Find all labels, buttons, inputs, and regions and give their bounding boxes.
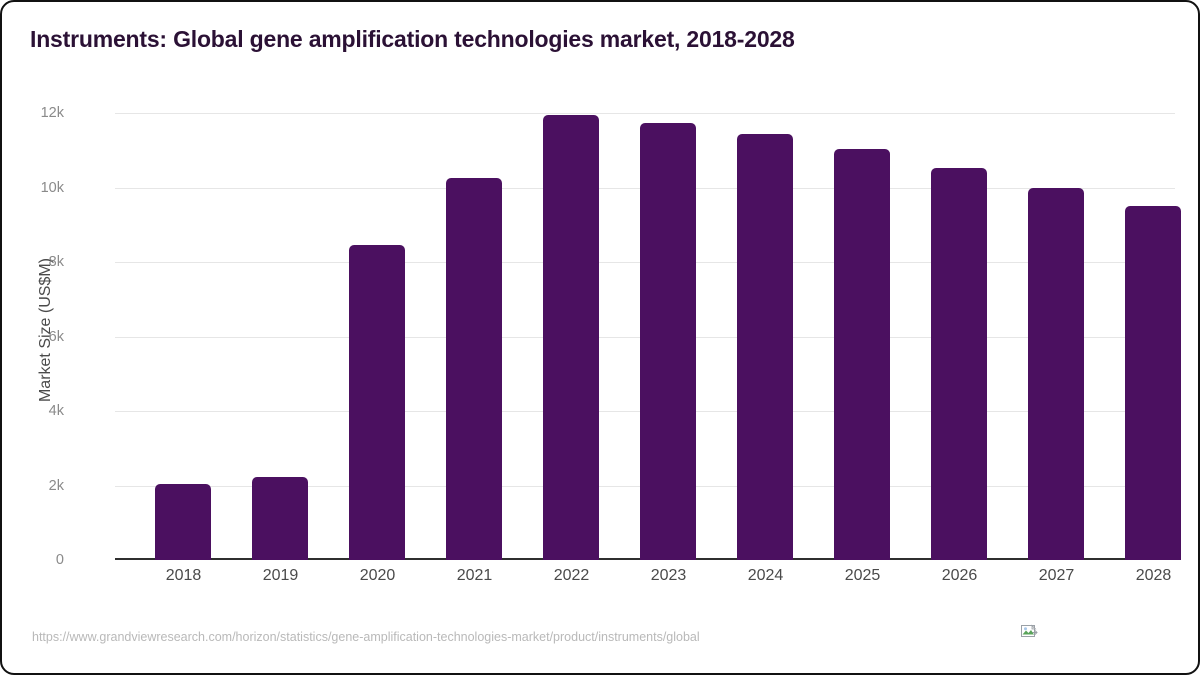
bar-group: 2027: [1008, 97, 1105, 584]
bar-group: 2024: [717, 97, 814, 584]
x-axis-tick-label: 2028: [1135, 567, 1172, 584]
page-title: Instruments: Global gene amplification t…: [30, 26, 795, 52]
x-axis-tick-label: 2021: [456, 567, 493, 584]
y-axis-tick-label: 8k: [48, 254, 64, 270]
x-axis-tick-label: 2023: [650, 567, 687, 584]
bar[interactable]: [1028, 187, 1084, 560]
y-axis-tick-label: 4k: [48, 403, 64, 419]
bar[interactable]: [446, 178, 502, 560]
bar-group: 2021: [426, 97, 523, 584]
x-axis-tick-label: 2027: [1038, 567, 1075, 584]
x-axis-tick-label: 2022: [553, 567, 590, 584]
bar-group: 2026: [911, 97, 1008, 584]
bar[interactable]: [931, 167, 987, 560]
plot-area: 0 2k 4k 6k 8k 10k 12k 2018 2019 2020 2021 2022 2023…: [41, 97, 1181, 584]
x-axis-tick-label: 2020: [359, 567, 396, 584]
y-axis-tick-label: 2k: [48, 477, 64, 494]
broken-image-icon: [1021, 624, 1038, 641]
bar-group: 2025: [814, 97, 911, 584]
y-axis-tick-label: 12k: [40, 105, 64, 121]
bar-group: 2023: [620, 97, 717, 584]
x-axis-tick-label: 2018: [165, 567, 202, 584]
bar[interactable]: [543, 114, 599, 560]
y-axis-tick-label: 10k: [40, 179, 64, 196]
bar[interactable]: [1125, 206, 1181, 560]
bar[interactable]: [640, 123, 696, 560]
y-axis-ticks: 0 2k 4k 6k 8k 10k 12k: [41, 97, 1175, 568]
x-axis-tick-label: 2026: [941, 567, 978, 584]
bar[interactable]: [155, 484, 211, 560]
bar-group: 2019: [232, 97, 329, 584]
x-axis-tick-label: 2025: [844, 567, 881, 584]
bar[interactable]: [252, 476, 308, 560]
bar[interactable]: [349, 245, 405, 560]
bar[interactable]: [834, 149, 890, 560]
gridline: [115, 113, 1175, 114]
bar-group: 2028: [1105, 97, 1198, 584]
source-url[interactable]: https://www.grandviewresearch.com/horizo…: [32, 630, 700, 644]
bar-group: 2018: [135, 97, 232, 584]
bar-series: 2018 2019 2020 2021 2022 2023 2024 2025 2026 2027…: [115, 97, 1181, 584]
bar[interactable]: [737, 133, 793, 560]
bar-group: 2020: [329, 97, 426, 584]
x-axis-tick-label: 2019: [262, 567, 299, 584]
y-axis-tick-label: 6k: [48, 328, 64, 345]
x-axis-tick-label: 2024: [747, 567, 784, 584]
bar-group: 2022: [523, 97, 620, 584]
y-axis-tick-label: 0: [55, 552, 64, 568]
